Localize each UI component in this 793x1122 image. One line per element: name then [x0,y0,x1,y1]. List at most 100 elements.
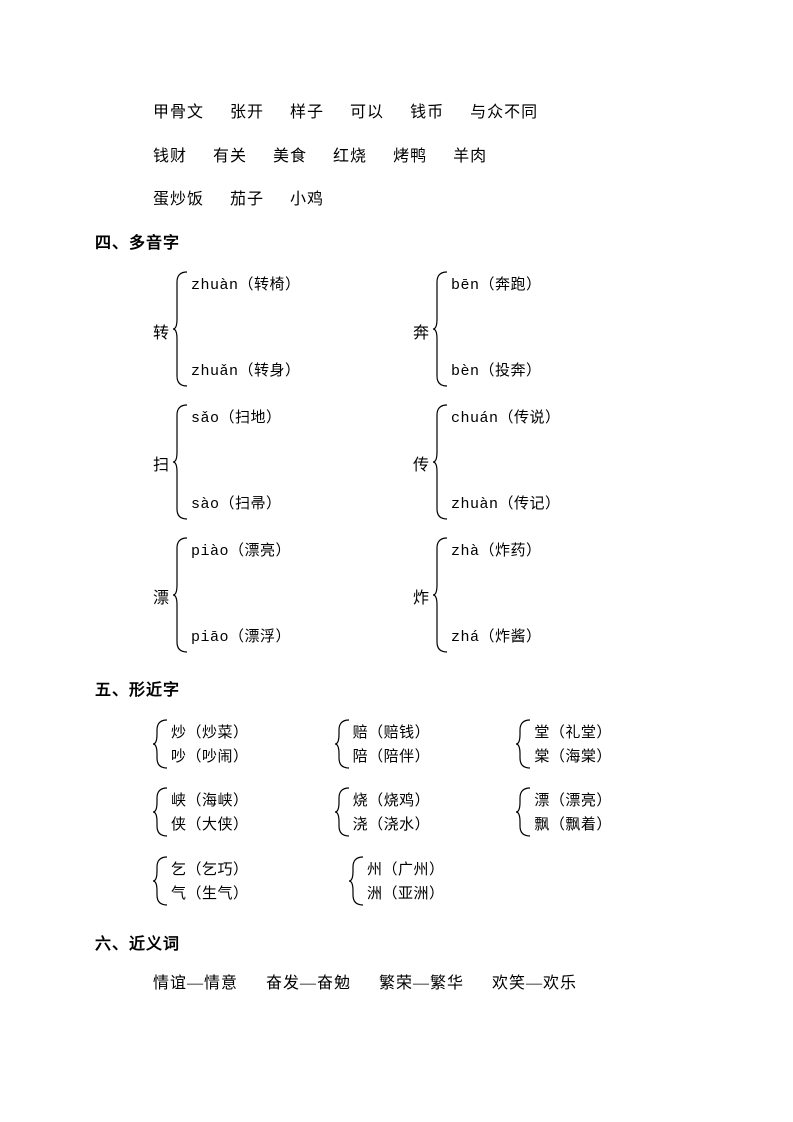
brace-icon [153,786,167,847]
similar-item: 赔（赔钱） [353,722,431,746]
vocab-word: 钱币 [410,100,444,126]
vocab-word: 蛋炒饭 [153,187,204,213]
brace-icon [516,786,530,847]
reading: bēn（奔跑） [451,274,542,298]
similar-item: 烧（烧鸡） [353,790,431,814]
reading: chuán（传说） [451,407,561,431]
vocab-word: 张开 [230,100,264,126]
reading: piāo（漂浮） [191,626,291,650]
similar-item: 气（生气） [171,883,249,907]
section-heading-6: 六、近义词 [95,932,698,958]
similar-block: 炒（炒菜）吵（吵闹） 赔（赔钱）陪（陪伴） 堂（礼堂）棠（海棠） 峡（海峡）侠（大侠）… [95,718,698,916]
vocab-word: 样子 [290,100,324,126]
similar-row: 乞（乞巧）气（生气） 州（广州）洲（亚洲） [153,855,698,916]
polyphone-cell: 传 chuán（传说） zhuàn（传记） [413,403,673,530]
reading: zhuàn（转椅） [191,274,301,298]
polyphone-cell: 奔 bēn（奔跑） bèn（投奔） [413,270,673,397]
reading: zhá（炸酱） [451,626,542,650]
similar-row: 峡（海峡）侠（大侠） 烧（烧鸡）浇（浇水） 漂（漂亮）飘（飘着） [153,786,698,847]
similar-item: 飘（飘着） [534,814,612,838]
similar-list: 漂（漂亮）飘（飘着） [530,786,612,838]
similar-cell: 州（广州）洲（亚洲） [349,855,545,916]
synonym-pair: 奋发—奋勉 [266,971,351,997]
similar-list: 乞（乞巧）气（生气） [167,855,249,907]
section-heading-5: 五、形近字 [95,678,698,704]
vocab-line: 蛋炒饭茄子小鸡 [153,187,698,213]
synonym-pair: 欢笑—欢乐 [492,971,577,997]
polyphone-char: 传 [413,453,429,479]
similar-item: 浇（浇水） [353,814,431,838]
brace-icon [335,718,349,779]
vocab-word: 烤鸭 [393,144,427,170]
synonym-pair: 繁荣—繁华 [379,971,464,997]
reading-list: piào（漂亮） piāo（漂浮） [187,536,291,654]
reading: bèn（投奔） [451,360,542,384]
brace-icon [349,855,363,916]
brace-icon [173,403,187,530]
similar-item: 陪（陪伴） [353,746,431,770]
polyphone-char: 扫 [153,453,169,479]
similar-list: 炒（炒菜）吵（吵闹） [167,718,249,770]
polyphone-cell: 扫 sǎo（扫地） sào（扫帚） [153,403,413,530]
brace-icon [433,536,447,663]
similar-item: 吵（吵闹） [171,746,249,770]
similar-cell: 堂（礼堂）棠（海棠） [516,718,698,779]
similar-cell: 炒（炒菜）吵（吵闹） [153,718,335,779]
polyphone-char: 奔 [413,321,429,347]
brace-icon [433,270,447,397]
similar-list: 烧（烧鸡）浇（浇水） [349,786,431,838]
brace-icon [335,786,349,847]
brace-icon [173,536,187,663]
reading: piào（漂亮） [191,540,291,564]
reading: zhuàn（传记） [451,493,561,517]
reading-list: zhà（炸药） zhá（炸酱） [447,536,542,654]
polyphone-row: 转 zhuàn（转椅） zhuǎn（转身） 奔 bēn（奔跑） bèn（投奔） [153,270,698,397]
polyphone-cell: 漂 piào（漂亮） piāo（漂浮） [153,536,413,663]
vocab-word: 可以 [350,100,384,126]
similar-item: 峡（海峡） [171,790,249,814]
vocab-word: 有关 [213,144,247,170]
brace-icon [433,403,447,530]
polyphone-cell: 转 zhuàn（转椅） zhuǎn（转身） [153,270,413,397]
brace-icon [516,718,530,779]
polyphone-row: 漂 piào（漂亮） piāo（漂浮） 炸 zhà（炸药） zhá（炸酱） [153,536,698,663]
similar-list: 峡（海峡）侠（大侠） [167,786,249,838]
similar-list: 堂（礼堂）棠（海棠） [530,718,612,770]
similar-item: 炒（炒菜） [171,722,249,746]
vocab-word: 与众不同 [470,100,538,126]
vocab-line: 钱财有关美食红烧烤鸭羊肉 [153,144,698,170]
polyphone-char: 漂 [153,586,169,612]
polyphone-char: 炸 [413,586,429,612]
similar-item: 州（广州） [367,859,445,883]
reading-list: bēn（奔跑） bèn（投奔） [447,270,542,388]
reading-list: zhuàn（转椅） zhuǎn（转身） [187,270,301,388]
similar-cell: 峡（海峡）侠（大侠） [153,786,335,847]
similar-item: 洲（亚洲） [367,883,445,907]
similar-cell: 漂（漂亮）飘（飘着） [516,786,698,847]
reading: zhà（炸药） [451,540,542,564]
brace-icon [173,270,187,397]
vocab-word: 小鸡 [290,187,324,213]
polyphone-block: 转 zhuàn（转椅） zhuǎn（转身） 奔 bēn（奔跑） bèn（投奔） 扫 sǎo（扫… [95,270,698,662]
synonym-line: 情谊—情意 奋发—奋勉 繁荣—繁华 欢笑—欢乐 [153,971,698,997]
brace-icon [153,718,167,779]
reading: sǎo（扫地） [191,407,282,431]
similar-item: 乞（乞巧） [171,859,249,883]
reading: zhuǎn（转身） [191,360,301,384]
vocab-word: 红烧 [333,144,367,170]
reading-list: chuán（传说） zhuàn（传记） [447,403,561,521]
similar-item: 侠（大侠） [171,814,249,838]
vocab-line: 甲骨文张开样子可以钱币与众不同 [153,100,698,126]
similar-row: 炒（炒菜）吵（吵闹） 赔（赔钱）陪（陪伴） 堂（礼堂）棠（海棠） [153,718,698,779]
section-heading-4: 四、多音字 [95,231,698,257]
similar-cell: 乞（乞巧）气（生气） [153,855,349,916]
similar-item: 棠（海棠） [534,746,612,770]
vocab-word: 钱财 [153,144,187,170]
polyphone-char: 转 [153,321,169,347]
reading: sào（扫帚） [191,493,282,517]
brace-icon [153,855,167,916]
vocab-word: 茄子 [230,187,264,213]
synonym-pair: 情谊—情意 [153,971,238,997]
polyphone-cell: 炸 zhà（炸药） zhá（炸酱） [413,536,673,663]
similar-list: 州（广州）洲（亚洲） [363,855,445,907]
